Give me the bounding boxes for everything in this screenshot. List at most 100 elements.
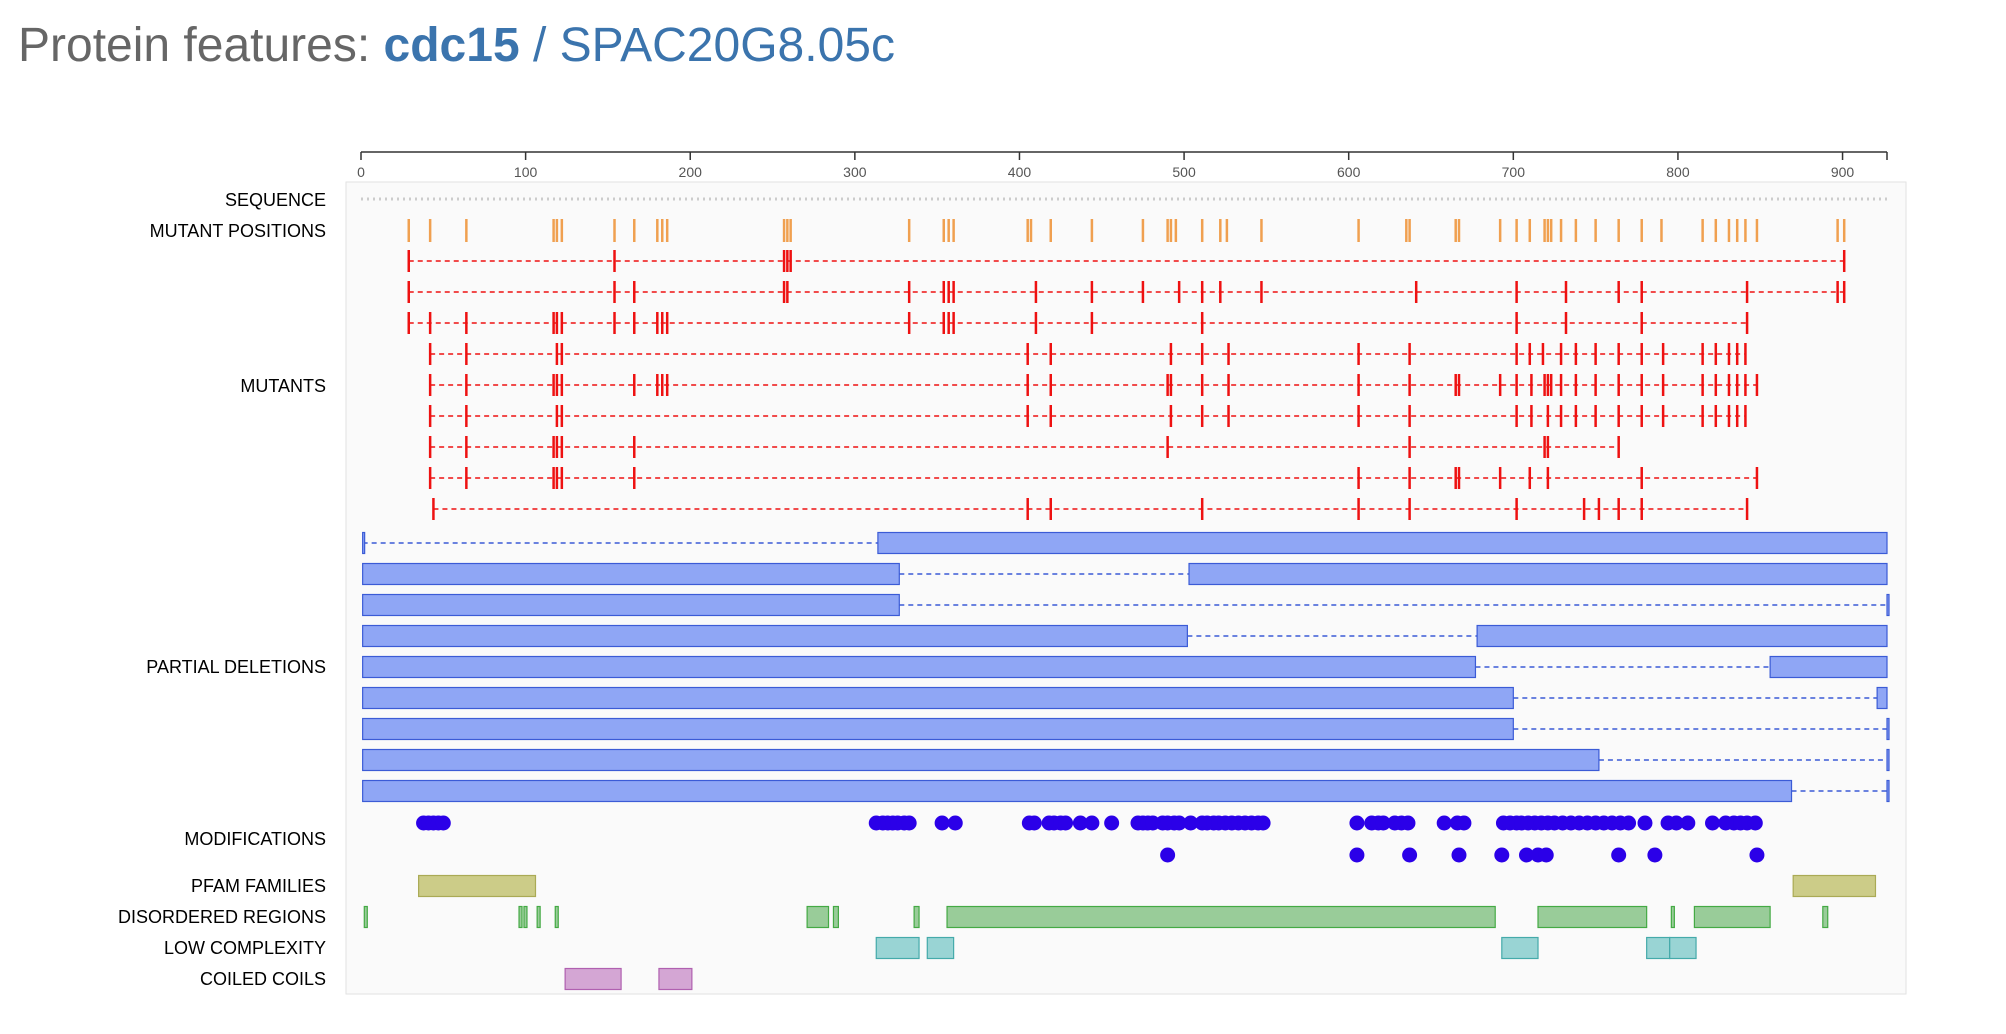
x-axis-tick-label: 900 — [1831, 164, 1855, 180]
x-axis-tick-label: 200 — [679, 164, 703, 180]
disordered-region — [536, 905, 541, 929]
disordered-region — [1822, 905, 1829, 929]
modification-dot — [1668, 815, 1684, 831]
pfam-families-track — [418, 874, 1877, 898]
systematic-id-link[interactable]: SPAC20G8.05c — [559, 19, 895, 72]
x-axis-tick-label: 100 — [514, 164, 538, 180]
modification-dot — [1349, 847, 1365, 863]
deletion-row — [362, 748, 1890, 772]
low-complexity-track — [875, 936, 1697, 960]
deletion-row — [362, 779, 1890, 803]
modification-dot — [1456, 815, 1472, 831]
disordered-region — [363, 905, 368, 929]
deletion-segment — [362, 531, 366, 555]
deletion-segment — [362, 593, 900, 617]
mutant-row — [428, 343, 1747, 365]
disordered-region — [523, 905, 528, 929]
deletion-segment — [362, 562, 900, 586]
disordered-region — [1537, 905, 1648, 929]
disordered-region — [806, 905, 830, 929]
modification-dot — [1171, 815, 1187, 831]
modification-dot — [1026, 815, 1042, 831]
modification-dot — [1058, 815, 1074, 831]
deletion-row — [362, 624, 1888, 648]
deletion-segment — [362, 717, 1514, 741]
deletion-segment — [1188, 562, 1888, 586]
label-sequence: SEQUENCE — [225, 190, 326, 210]
mutant-row — [407, 312, 1749, 334]
mutants-track — [407, 250, 1846, 520]
disordered-region — [946, 905, 1496, 929]
coiled-coil-region — [658, 967, 693, 991]
modification-dot — [947, 815, 963, 831]
deletion-row — [362, 686, 1888, 710]
disordered-region — [1693, 905, 1771, 929]
mutant-row — [428, 467, 1759, 489]
deletion-segment — [362, 748, 1600, 772]
deletion-segment — [1886, 717, 1890, 741]
x-axis-tick-label: 400 — [1008, 164, 1032, 180]
modification-dot — [1402, 847, 1418, 863]
title-prefix: Protein features: — [18, 19, 384, 72]
mutant-row — [428, 405, 1747, 427]
low-complexity-region — [1501, 936, 1539, 960]
modification-dot — [435, 815, 451, 831]
disordered-region — [518, 905, 523, 929]
viewer-panel — [345, 181, 1907, 995]
deletion-segment — [1886, 779, 1890, 803]
low-complexity-region — [1669, 936, 1697, 960]
disordered-region — [832, 905, 839, 929]
deletion-row — [362, 593, 1890, 617]
mutant-row — [407, 281, 1846, 303]
low-complexity-region — [1646, 936, 1671, 960]
x-axis-tick-label: 0 — [357, 164, 365, 180]
disordered-region — [1670, 905, 1675, 929]
deletion-segment — [362, 686, 1514, 710]
label-disordered-regions: DISORDERED REGIONS — [118, 907, 326, 927]
x-axis-tick-label: 500 — [1172, 164, 1196, 180]
low-complexity-region — [875, 936, 920, 960]
modification-dot — [1436, 815, 1452, 831]
mutant-row — [428, 436, 1620, 458]
deletion-row — [362, 655, 1888, 679]
coiled-coils-track — [564, 967, 693, 991]
modification-dot — [1375, 815, 1391, 831]
modification-dot — [1705, 815, 1721, 831]
disordered-region — [913, 905, 920, 929]
label-coiled-coils: COILED COILS — [200, 969, 326, 989]
track-labels: SEQUENCE MUTANT POSITIONS MUTANTS PARTIA… — [118, 190, 326, 989]
modification-dot — [1680, 815, 1696, 831]
modification-dot — [1637, 815, 1653, 831]
modification-dot — [1400, 815, 1416, 831]
x-axis-tick-label: 600 — [1337, 164, 1361, 180]
deletion-segment — [1886, 748, 1890, 772]
modification-dot — [1494, 847, 1510, 863]
label-mutants: MUTANTS — [240, 376, 326, 396]
pfam-domain — [1792, 874, 1877, 898]
disordered-regions-track — [363, 905, 1829, 929]
modification-dot — [1611, 847, 1627, 863]
disordered-region — [554, 905, 559, 929]
deletion-segment — [1769, 655, 1888, 679]
deletion-segment — [362, 655, 1477, 679]
modification-dot — [1084, 815, 1100, 831]
modification-dot — [901, 815, 917, 831]
label-pfam-families: PFAM FAMILIES — [191, 876, 326, 896]
pfam-domain — [418, 874, 537, 898]
modification-dot — [1072, 815, 1088, 831]
coiled-coil-region — [564, 967, 622, 991]
modification-dot — [1747, 815, 1763, 831]
modification-dot — [1647, 847, 1663, 863]
modification-dot — [1255, 815, 1271, 831]
modification-dot — [1104, 815, 1120, 831]
gene-name-link[interactable]: cdc15 — [383, 19, 520, 72]
deletion-row — [362, 531, 1888, 555]
modification-dot — [934, 815, 950, 831]
modification-dot — [1183, 815, 1199, 831]
mutant-row — [428, 374, 1759, 396]
deletion-segment — [362, 779, 1793, 803]
modification-dot — [1518, 847, 1534, 863]
modification-dot — [1621, 815, 1637, 831]
mutant-row — [407, 250, 1846, 272]
